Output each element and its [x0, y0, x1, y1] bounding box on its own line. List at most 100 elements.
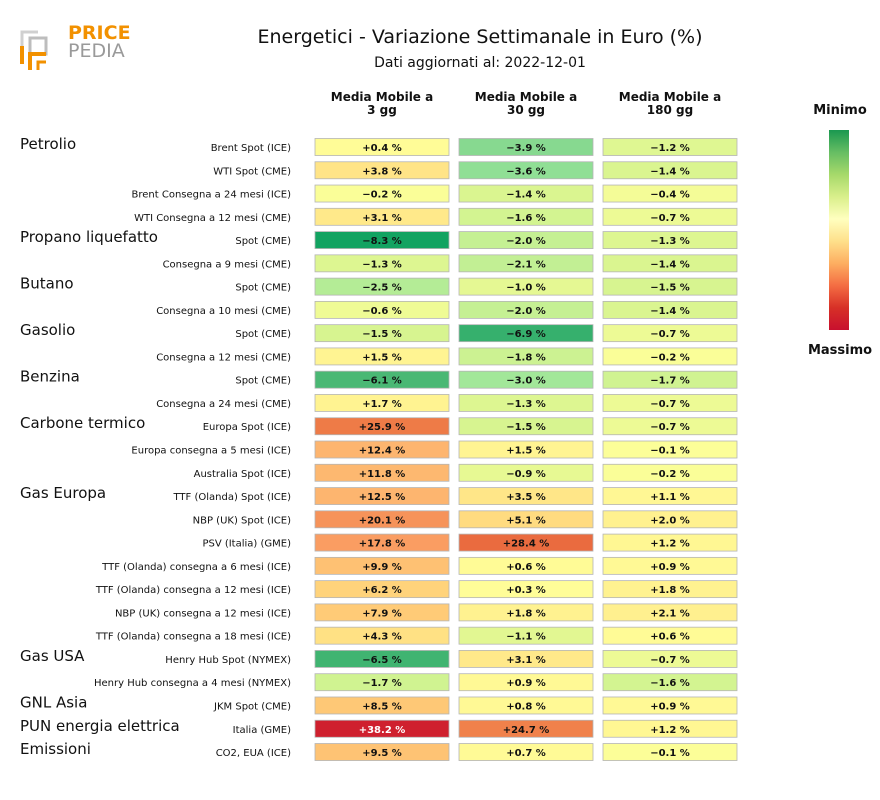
heatmap-cell [458, 370, 594, 389]
heatmap-cell [458, 719, 594, 738]
row-label: Europa Spot (ICE) [203, 422, 291, 433]
logo-text-pedia: PEDIA [68, 40, 125, 62]
heatmap-cell [458, 556, 594, 575]
colorbar-min-label: Minimo [813, 103, 867, 118]
heatmap-cell [602, 324, 738, 343]
row-label: JKM Spot (CME) [213, 701, 291, 712]
row-label: Brent Spot (ICE) [211, 143, 291, 154]
heatmap-cell [314, 580, 450, 599]
row-label: TTF (Olanda) Spot (ICE) [172, 492, 291, 503]
cell-value-label: +6.2 % [362, 585, 402, 596]
cell-value-label: −3.9 % [506, 143, 546, 154]
heatmap-cell [458, 673, 594, 692]
cell-value-label: −3.6 % [506, 166, 546, 177]
heatmap-cell [314, 673, 450, 692]
heatmap-cell [314, 440, 450, 459]
row-label: NBP (UK) consegna a 12 mesi (ICE) [115, 608, 291, 619]
heatmap-cell [458, 440, 594, 459]
heatmap-cell [458, 580, 594, 599]
heatmap-cell [602, 673, 738, 692]
heatmap-cell [458, 696, 594, 715]
heatmap-cell [314, 231, 450, 249]
row-label: Spot (CME) [235, 329, 291, 340]
cell-value-label: −6.9 % [506, 329, 546, 340]
cell-value-label: +8.5 % [362, 701, 402, 712]
cell-value-label: +28.4 % [503, 539, 550, 550]
cell-value-label: +0.7 % [506, 748, 546, 759]
heatmap-cell [314, 626, 450, 645]
cell-value-label: +12.5 % [359, 492, 406, 503]
heatmap-cell [602, 277, 738, 296]
cell-value-label: −0.1 % [650, 748, 690, 759]
heatmap-cell [314, 603, 450, 622]
heatmap-cell [602, 161, 738, 180]
heatmap-cell [458, 231, 594, 249]
cell-value-label: +3.5 % [506, 492, 546, 503]
heatmap-cell [314, 347, 450, 366]
cell-value-label: −1.1 % [506, 632, 546, 643]
cell-value-label: −2.0 % [506, 306, 546, 317]
heatmap-cell [602, 533, 738, 552]
logo-text-price: PRICE [68, 22, 131, 44]
cell-value-label: +1.5 % [506, 446, 546, 457]
heatmap-cell [602, 138, 738, 156]
cell-value-label: +0.9 % [506, 678, 546, 689]
heatmap-cell [602, 719, 738, 738]
heatmap-cell [314, 696, 450, 715]
heatmap-cell [314, 394, 450, 412]
group-label: Gas USA [20, 647, 85, 665]
heatmap-cell [602, 650, 738, 668]
heatmap-cell [314, 324, 450, 343]
cell-value-label: +38.2 % [359, 725, 406, 736]
cell-value-label: −1.0 % [506, 283, 546, 294]
heatmap-cell [314, 300, 450, 319]
heatmap-cell [314, 650, 450, 668]
row-label: Spot (CME) [235, 283, 291, 294]
heatmap-cell [602, 207, 738, 226]
heatmap-cell [458, 394, 594, 412]
cell-value-label: +1.5 % [362, 352, 402, 363]
row-label: Henry Hub Spot (NYMEX) [165, 655, 291, 666]
heatmap-cell [602, 300, 738, 319]
cell-value-label: −0.7 % [650, 213, 690, 224]
group-label: Carbone termico [20, 414, 145, 432]
heatmap-cell [458, 184, 594, 203]
cell-value-label: −8.3 % [362, 236, 402, 247]
heatmap-cell [458, 463, 594, 482]
cell-value-label: −6.5 % [362, 655, 402, 666]
cell-value-label: −0.2 % [650, 469, 690, 480]
chart-subtitle: Dati aggiornati al: 2022-12-01 [374, 55, 586, 71]
group-label: Benzina [20, 368, 80, 386]
cell-value-label: −0.7 % [650, 655, 690, 666]
cell-value-label: +17.8 % [359, 539, 406, 550]
row-label: Consegna a 24 mesi (CME) [156, 399, 291, 410]
cell-value-label: +4.3 % [362, 632, 402, 643]
cell-value-label: −1.7 % [650, 376, 690, 387]
cell-value-label: +0.6 % [506, 562, 546, 573]
cell-value-label: +11.8 % [359, 469, 406, 480]
row-label: Italia (GME) [233, 725, 291, 736]
heatmap-cell [458, 324, 594, 343]
cell-value-label: −1.5 % [506, 422, 546, 433]
row-label: Spot (CME) [235, 236, 291, 247]
heatmap-cell [602, 417, 738, 436]
heatmap-cell [314, 138, 450, 156]
cell-value-label: +3.1 % [506, 655, 546, 666]
heatmap-cell [602, 556, 738, 575]
group-label: Petrolio [20, 135, 76, 153]
heatmap-cell [314, 254, 450, 273]
cell-value-label: +1.8 % [650, 585, 690, 596]
row-label: Europa consegna a 5 mesi (ICE) [131, 446, 291, 457]
heatmap-cell [314, 487, 450, 505]
heatmap-cell [602, 440, 738, 459]
heatmap-cell [314, 417, 450, 436]
cell-value-label: +5.1 % [506, 515, 546, 526]
cell-value-label: +12.4 % [359, 446, 406, 457]
heatmap-cell [314, 510, 450, 529]
row-label: Consegna a 12 mesi (CME) [156, 352, 291, 363]
heatmap-cell [314, 277, 450, 296]
cell-value-label: −1.3 % [650, 236, 690, 247]
cell-value-label: +7.9 % [362, 608, 402, 619]
logo-mark-icon [20, 30, 48, 70]
heatmap-cell [458, 533, 594, 552]
